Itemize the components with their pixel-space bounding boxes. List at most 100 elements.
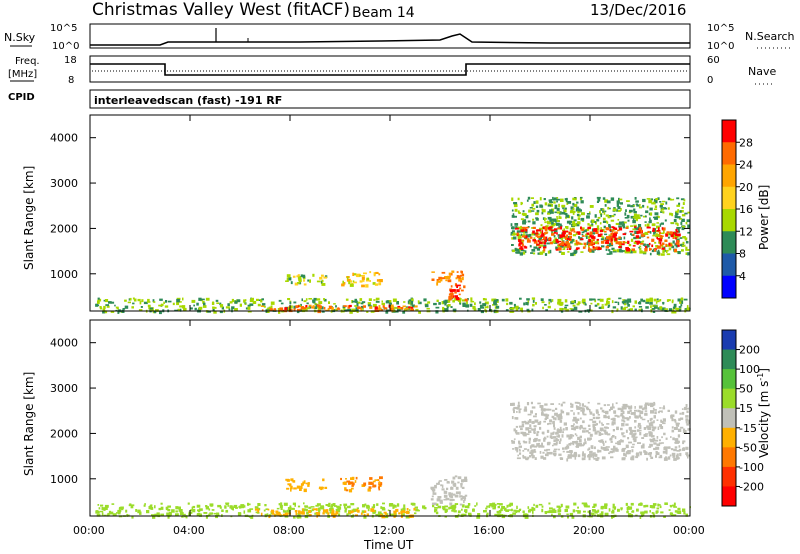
power-cell: [530, 252, 534, 254]
velocity-cell: [450, 486, 453, 490]
power-cell: [661, 227, 666, 231]
velocity-cell: [217, 504, 222, 508]
velocity-cell: [523, 441, 528, 444]
power-cell: [529, 233, 532, 238]
power-cell: [305, 305, 308, 308]
velocity-cell: [452, 493, 456, 496]
power-cell: [656, 251, 660, 255]
power-cell: [524, 250, 527, 253]
velocity-cell: [642, 443, 645, 446]
power-cell: [592, 238, 595, 241]
power-cell: [656, 300, 660, 303]
power-cell: [313, 297, 317, 301]
power-cell: [554, 223, 557, 226]
velocity-cell: [643, 407, 648, 410]
velocity-cell: [600, 506, 604, 510]
velocity-cell: [562, 447, 565, 450]
velocity-cell: [541, 508, 544, 513]
power-cell: [608, 207, 611, 210]
power-cell: [402, 305, 406, 308]
velocity-cell: [594, 453, 598, 457]
velocity-cell: [558, 434, 561, 438]
power-cell: [624, 303, 627, 306]
power-cell: [604, 233, 608, 236]
velocity-cell: [632, 437, 635, 441]
velocity-cell: [95, 510, 99, 514]
velocity-cell: [363, 514, 366, 516]
power-cell: [639, 247, 642, 251]
power-cell: [323, 298, 325, 301]
velocity-cell: [408, 509, 411, 511]
power-cell: [617, 301, 620, 306]
velocity-cell: [610, 418, 614, 421]
velocity-cell: [634, 409, 638, 412]
power-cell: [670, 234, 674, 238]
velocity-cell: [679, 417, 684, 420]
velocity-cell: [644, 410, 648, 412]
power-cell: [463, 285, 466, 289]
power-cell: [538, 240, 541, 242]
power-cell: [474, 302, 476, 306]
power-cell: [521, 226, 526, 229]
power-cell: [348, 281, 351, 285]
power-cell: [556, 216, 558, 218]
velocity-cell: [617, 442, 621, 446]
velocity-cell: [650, 410, 654, 414]
velocity-cell: [568, 437, 571, 440]
power-cell: [610, 197, 615, 201]
velocity-cell: [592, 455, 594, 459]
power-cell: [560, 310, 564, 313]
power-cell: [679, 210, 682, 213]
velocity-cell: [674, 510, 678, 513]
velocity-cell: [631, 449, 634, 453]
velocity-cell: [304, 505, 309, 508]
velocity-cell: [534, 413, 537, 416]
power-cell: [535, 234, 538, 237]
velocity-cell: [387, 509, 390, 512]
velocity-cell: [457, 481, 460, 484]
velocity-cell: [329, 507, 333, 511]
velocity-cell: [683, 511, 686, 515]
power-cell: [515, 251, 518, 254]
velocity-cell: [605, 448, 609, 451]
velocity-cell: [574, 433, 577, 436]
power-cell: [321, 283, 326, 286]
power-cell: [551, 233, 555, 236]
velocity-cell: [307, 484, 310, 487]
velocity-cell: [175, 513, 179, 517]
velocity-cell: [443, 494, 448, 498]
power-cell: [576, 224, 580, 227]
power-cell: [600, 208, 604, 211]
power-cell: [346, 276, 349, 280]
velocity-cell: [469, 513, 472, 517]
velocity-cell: [249, 508, 254, 510]
power-cell: [458, 298, 462, 301]
velocity-cell: [553, 448, 558, 451]
velocity-cell: [528, 440, 531, 444]
power-cell: [636, 218, 638, 222]
power-cell: [438, 276, 442, 281]
velocity-cell: [460, 483, 463, 486]
velocity-cell: [527, 403, 529, 406]
velocity-cell: [547, 422, 552, 425]
velocity-cell: [675, 456, 679, 460]
power-cell: [479, 304, 483, 308]
velocity-cell: [630, 412, 635, 415]
velocity-cell: [117, 509, 122, 512]
velocity-cell: [583, 510, 586, 513]
power-cell: [454, 291, 457, 294]
velocity-cell: [541, 410, 544, 414]
power-cell: [580, 226, 582, 229]
power-cell: [663, 230, 665, 234]
power-cell: [531, 203, 535, 207]
velocity-cell: [548, 408, 552, 411]
power-cell: [649, 252, 652, 256]
velocity-cell: [639, 515, 642, 519]
velocity-cell: [670, 415, 674, 419]
velocity-cell: [649, 426, 651, 429]
power-cell: [532, 221, 536, 225]
velocity-cell: [653, 447, 657, 451]
velocity-cell: [686, 423, 690, 426]
power-cell: [612, 250, 617, 253]
velocity-cell: [463, 499, 465, 504]
